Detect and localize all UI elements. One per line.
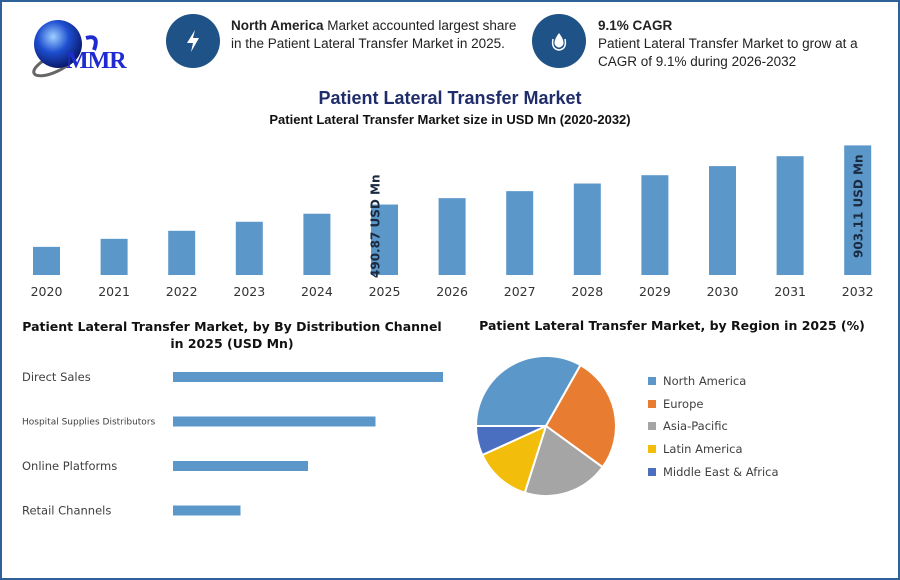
x-tick-label-2032: 2032 xyxy=(842,284,874,299)
x-tick-label-2024: 2024 xyxy=(301,284,333,299)
category-label: Direct Sales xyxy=(22,370,91,384)
legend-swatch xyxy=(648,445,656,454)
legend-item: Latin America xyxy=(648,438,779,461)
pie-slice-north-america xyxy=(474,355,582,427)
legend-swatch xyxy=(648,422,656,431)
category-label: Online Platforms xyxy=(22,459,117,473)
bar-2026 xyxy=(438,198,466,275)
mmr-logo: MMR xyxy=(30,16,140,78)
region-chart-title: Patient Lateral Transfer Market, by Regi… xyxy=(479,318,865,333)
bar-2029 xyxy=(641,175,669,275)
category-label: Hospital Supplies Distributors xyxy=(22,418,156,428)
info-card-2-text: 9.1% CAGR Patient Lateral Transfer Market… xyxy=(598,17,888,71)
legend-item: Europe xyxy=(648,393,779,416)
bar-2030 xyxy=(709,166,736,275)
data-label-2025: 490.87 USD Mn xyxy=(369,175,383,279)
bar-2025 xyxy=(371,204,398,275)
bar-2024 xyxy=(303,213,331,275)
bar-2031 xyxy=(776,156,804,275)
x-tick-label-2028: 2028 xyxy=(571,284,603,299)
x-tick-label-2030: 2030 xyxy=(707,284,739,299)
main-title: Patient Lateral Transfer Market xyxy=(318,88,582,108)
info-card-1-bold: North America xyxy=(231,18,324,33)
category-label: Retail Channels xyxy=(22,504,111,518)
info-card-1-icon-circle xyxy=(166,14,220,68)
bar-2022 xyxy=(168,230,196,275)
x-tick-label-2022: 2022 xyxy=(166,284,198,299)
region-pie-chart xyxy=(474,355,617,497)
market-size-bar-chart: 2020 2021 2022 2023 2024 2025 490.87 USD Mn 202… xyxy=(31,145,874,299)
x-tick-label-2025: 2025 xyxy=(369,284,401,299)
x-tick-label-2029: 2029 xyxy=(639,284,671,299)
pie-slice-asia-pacific xyxy=(523,424,605,497)
legend-label: North America xyxy=(663,374,747,389)
x-tick-label-2027: 2027 xyxy=(504,284,536,299)
legend-swatch xyxy=(648,377,656,386)
hbar-hospital-supplies-distributors xyxy=(173,416,376,427)
x-tick-label-2021: 2021 xyxy=(98,284,130,299)
x-tick-label-2026: 2026 xyxy=(436,284,468,299)
legend-label: Asia-Pacific xyxy=(663,419,728,434)
globe-icon xyxy=(32,20,98,78)
bar-2028 xyxy=(573,183,601,275)
legend-item: North America xyxy=(648,370,779,393)
legend-label: Middle East & Africa xyxy=(663,464,779,479)
hbar-online-platforms xyxy=(173,461,308,471)
pie-slice-middle-east-africa xyxy=(474,425,547,457)
info-card-1-text: North America Market accounted largest s… xyxy=(231,17,521,53)
bar-2027 xyxy=(506,191,534,275)
info-card-1-body: Market accounted largest share in the Pa… xyxy=(231,18,517,51)
pie-slice-europe xyxy=(544,363,617,469)
hbar-retail-channels xyxy=(173,505,241,516)
legend-item: Middle East & Africa xyxy=(648,460,779,483)
legend-swatch xyxy=(648,399,656,408)
growth-drop-icon xyxy=(551,33,567,51)
bar-chart-subtitle: Patient Lateral Transfer Market size in … xyxy=(269,112,631,127)
legend-label: Europe xyxy=(663,396,704,411)
legend-label: Latin America xyxy=(663,442,743,457)
bar-2021 xyxy=(100,238,128,275)
lightning-icon xyxy=(187,30,199,52)
bar-2032 xyxy=(844,145,872,275)
info-card-2-icon-circle xyxy=(532,14,586,68)
region-legend: North America Europe Asia-Pacific Latin Ame… xyxy=(648,370,779,483)
info-card-2-body: Patient Lateral Transfer Market to grow … xyxy=(598,36,858,69)
x-tick-label-2031: 2031 xyxy=(774,284,806,299)
channel-bar-chart: Direct Sales Hospital Supplies Distributo… xyxy=(22,370,443,518)
logo-text: MMR xyxy=(66,48,127,74)
bar-2023 xyxy=(235,221,263,275)
x-tick-label-2020: 2020 xyxy=(31,284,63,299)
bar-2020 xyxy=(33,246,60,275)
legend-swatch xyxy=(648,467,656,476)
hbar-direct-sales xyxy=(173,372,443,382)
pie-slice-latin-america xyxy=(480,424,548,494)
data-label-2032: 903.11 USD Mn xyxy=(852,155,866,259)
info-card-2-bold: 9.1% CAGR xyxy=(598,18,673,33)
legend-item: Asia-Pacific xyxy=(648,415,779,438)
x-tick-label-2023: 2023 xyxy=(233,284,265,299)
channel-chart-title: Patient Lateral Transfer Market, by By D… xyxy=(22,319,442,351)
